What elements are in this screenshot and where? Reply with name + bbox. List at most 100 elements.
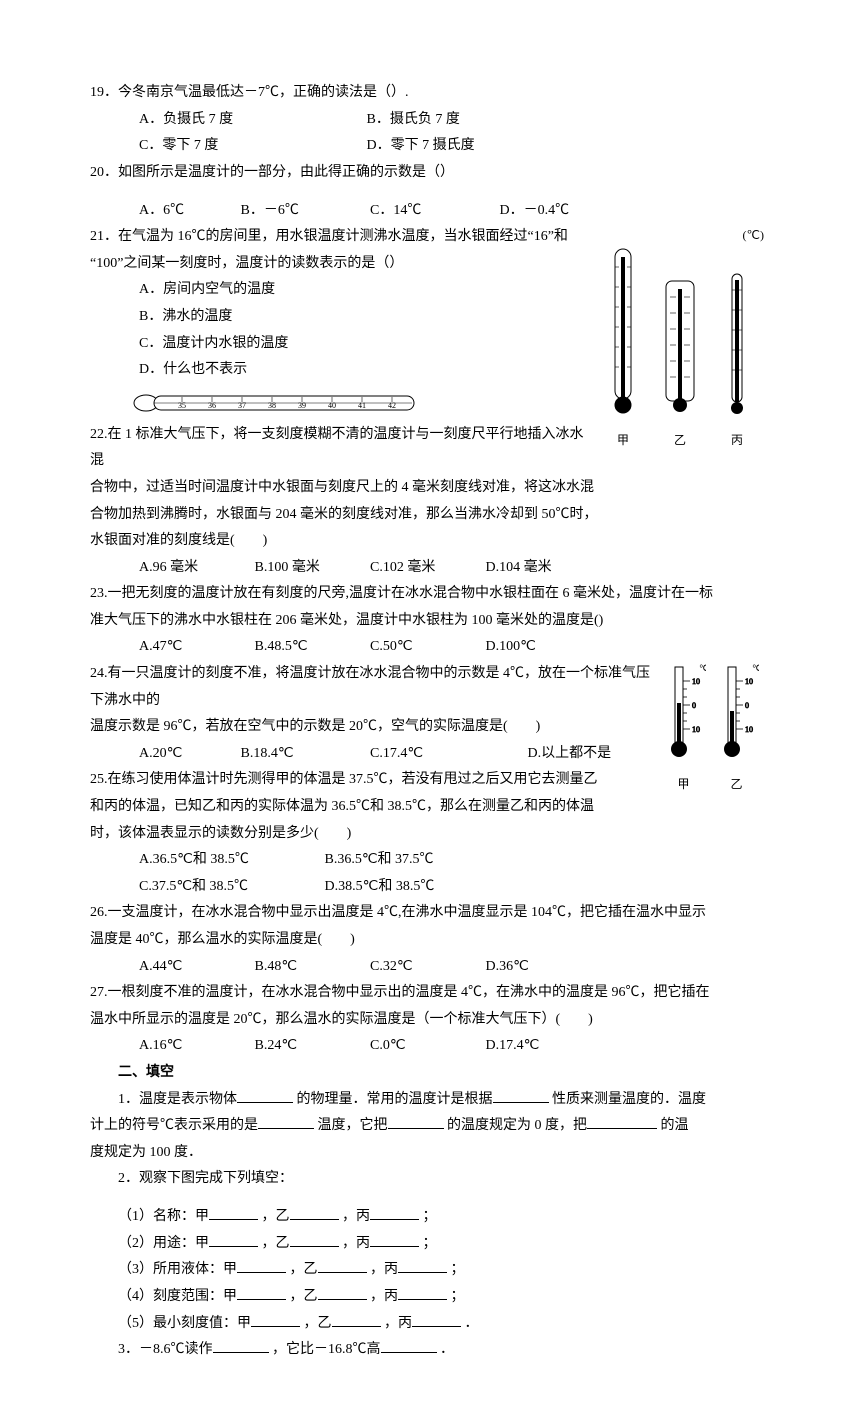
q25-opt-d: D.38.5℃和 38.5℃ (325, 874, 435, 901)
blank[interactable] (332, 1312, 381, 1327)
fill-2-row4: （4）刻度范围：甲 ，乙 ，丙 ； (90, 1284, 770, 1311)
thermo-c: 丙 (710, 272, 764, 452)
small-a-caption: 甲 (659, 773, 709, 796)
thermo-a: 甲 (596, 247, 650, 452)
q21-opt-a: A．房间内空气的温度 (139, 277, 363, 304)
q25-l2: 和丙的体温，已知乙和丙的实际体温为 36.5℃和 38.5℃，那么在测量乙和丙的… (90, 794, 770, 821)
q22-l4: 水银面对准的刻度线是( ) (90, 528, 770, 555)
f2r5a: （5）最小刻度值：甲 (118, 1316, 251, 1331)
blank[interactable] (209, 1205, 258, 1220)
f1-a: 1．温度是表示物体 (118, 1092, 237, 1107)
svg-text:10: 10 (692, 725, 700, 734)
q19-options-2: C．零下 7 度 D．零下 7 摄氏度 (90, 133, 770, 160)
q22-l3: 合物加热到沸腾时，水银面与 204 毫米的刻度线对准，那么当沸水冷却到 50℃时… (90, 502, 770, 529)
section-2-title: 二、填空 (90, 1060, 770, 1087)
q22-options: A.96 毫米 B.100 毫米 C.102 毫米 D.104 毫米 (90, 555, 770, 582)
q25-options-2: C.37.5℃和 38.5℃ D.38.5℃和 38.5℃ (90, 874, 770, 901)
thermometer-icon (726, 272, 748, 417)
blank[interactable] (237, 1258, 286, 1273)
blank[interactable] (237, 1285, 286, 1300)
q20: 20．如图所示是温度计的一部分，由此得正确的示数是（） A．6℃ B．－6℃ C… (90, 160, 770, 224)
f2r5b: ，乙 (304, 1316, 332, 1331)
blank[interactable] (587, 1114, 657, 1129)
f2r1d: ； (423, 1209, 437, 1224)
q26-opt-d: D.36℃ (486, 954, 529, 981)
blank[interactable] (209, 1232, 258, 1247)
f2r1b: ，乙 (262, 1209, 290, 1224)
blank[interactable] (381, 1338, 437, 1353)
q24-opt-d: D.以上都不是 (528, 741, 612, 768)
q20-opt-b: B．－6℃ (241, 198, 367, 225)
svg-text:41: 41 (358, 401, 366, 410)
blank[interactable] (290, 1205, 339, 1220)
q25-l3: 时，该体温表显示的读数分别是多少( ) (90, 821, 770, 848)
blank[interactable] (493, 1088, 549, 1103)
blank[interactable] (398, 1258, 447, 1273)
q27-opt-a: A.16℃ (139, 1033, 251, 1060)
f2r4b: ，乙 (290, 1289, 318, 1304)
fill-3: 3．－8.6℃读作 ，它比－16.8℃高 ． (90, 1337, 770, 1364)
q19-stem: 19．今冬南京气温最低达－7℃，正确的读法是（）. (90, 80, 770, 107)
q26-opt-a: A.44℃ (139, 954, 251, 981)
clinical-thermometer-icon: 353637 383940 4142 (132, 388, 432, 418)
svg-text:35: 35 (178, 401, 186, 410)
q27-opt-c: C.0℃ (370, 1033, 482, 1060)
f2r5c: ，丙 (384, 1316, 412, 1331)
blank[interactable] (412, 1312, 461, 1327)
svg-text:℃: ℃ (752, 663, 759, 673)
q21-opt-b: B．沸水的温度 (139, 304, 363, 331)
q23-options: A.47℃ B.48.5℃ C.50℃ D.100℃ (90, 634, 770, 661)
q22-opt-b: B.100 毫米 (255, 555, 367, 582)
thermo-b-caption: 乙 (653, 429, 707, 452)
f1-g: 的温 (661, 1118, 689, 1133)
thermo-b: 乙 (653, 277, 707, 452)
blank[interactable] (213, 1338, 269, 1353)
f2r2c: ，丙 (342, 1236, 370, 1251)
fill-1-line2: 计上的符号℃表示采用的是 温度，它把 的温度规定为 0 度，把 的温 (90, 1113, 770, 1140)
q20-options: A．6℃ B．－6℃ C．14℃ D．－0.4℃ (90, 198, 770, 225)
thermometer-icon (607, 247, 639, 417)
q27-options: A.16℃ B.24℃ C.0℃ D.17.4℃ (90, 1033, 770, 1060)
thermometer-icon: ℃ 10 0 10 (662, 661, 706, 761)
q26-l1: 26.一支温度计，在冰水混合物中显示出温度是 4℃,在沸水中温度显示是 104℃… (90, 900, 770, 927)
small-b-caption: 乙 (712, 773, 762, 796)
f1-f: 的温度规定为 0 度，把 (447, 1118, 587, 1133)
q23-l2: 准大气压下的沸水中水银柱在 206 毫米处，温度计中水银柱为 100 毫米处的温… (90, 608, 770, 635)
q27-opt-b: B.24℃ (255, 1033, 367, 1060)
svg-text:40: 40 (328, 401, 336, 410)
svg-text:0: 0 (745, 701, 749, 710)
blank[interactable] (370, 1232, 419, 1247)
svg-text:37: 37 (238, 401, 246, 410)
blank[interactable] (290, 1232, 339, 1247)
q26: 26.一支温度计，在冰水混合物中显示出温度是 4℃,在沸水中温度显示是 104℃… (90, 900, 770, 980)
f3a: 3．－8.6℃读作 (118, 1342, 213, 1357)
fill-2-row3: （3）所用液体：甲 ，乙 ，丙 ； (90, 1257, 770, 1284)
thermometer-icon: ℃ 10 0 10 (715, 661, 759, 761)
fill-1-line3: 度规定为 100 度． (90, 1140, 770, 1167)
blank[interactable] (251, 1312, 300, 1327)
thermo-c-caption: 丙 (710, 429, 764, 452)
f3c: ． (440, 1342, 454, 1357)
blank[interactable] (388, 1114, 444, 1129)
blank[interactable] (318, 1285, 367, 1300)
q27-l2: 温水中所显示的温度是 20℃，那么温水的实际温度是（一个标准大气压下）( ) (90, 1007, 770, 1034)
blank[interactable] (370, 1205, 419, 1220)
f1-e: 温度，它把 (318, 1118, 388, 1133)
svg-text:10: 10 (692, 677, 700, 686)
small-thermo-figure: ℃ 10 0 10 甲 ℃ 10 0 10 (650, 661, 770, 796)
f2r3d: ； (451, 1262, 465, 1277)
q22-opt-a: A.96 毫米 (139, 555, 251, 582)
blank[interactable] (398, 1285, 447, 1300)
q23-opt-a: A.47℃ (139, 634, 251, 661)
f2r3a: （3）所用液体：甲 (118, 1262, 237, 1277)
blank[interactable] (318, 1258, 367, 1273)
fill-1: 1．温度是表示物体 的物理量．常用的温度计是根据 性质来测量温度的．温度 (90, 1087, 770, 1114)
q25-opt-b: B.36.5℃和 37.5℃ (325, 847, 434, 874)
blank[interactable] (258, 1114, 314, 1129)
q23-opt-b: B.48.5℃ (255, 634, 367, 661)
f3b: ，它比－16.8℃高 (272, 1342, 381, 1357)
blank[interactable] (237, 1088, 293, 1103)
q19-opt-b: B．摄氏负 7 度 (367, 107, 591, 134)
q20-opt-c: C．14℃ (370, 198, 496, 225)
f2r4c: ，丙 (370, 1289, 398, 1304)
